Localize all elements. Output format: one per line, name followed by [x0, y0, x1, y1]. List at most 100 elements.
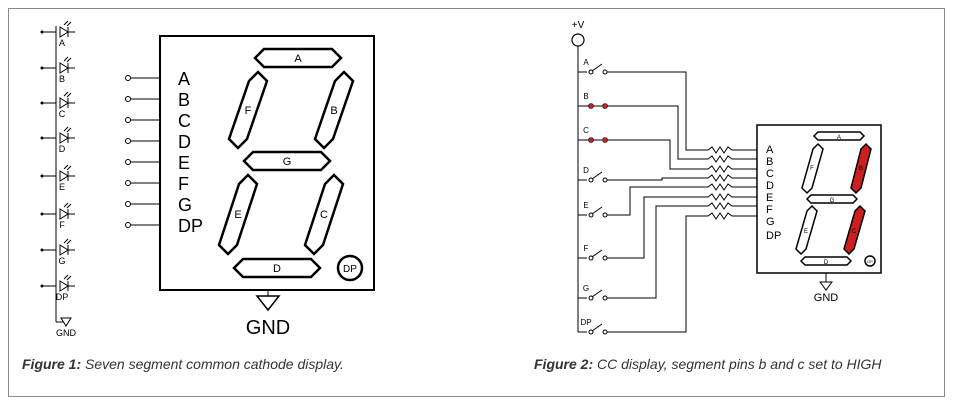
fig2-resistor-7 — [706, 212, 757, 220]
fig2-pin-label: A — [766, 144, 774, 156]
led-3: D — [40, 126, 75, 154]
fig2-switch-label: G — [583, 284, 589, 293]
fig2-dp-segment — [864, 255, 876, 267]
fig1-led-ladder: A B C D E F G DP GND — [40, 20, 77, 338]
fig2-switch-label: F — [584, 244, 589, 253]
led-label: E — [59, 182, 65, 192]
led-label: DP — [56, 292, 69, 302]
fig1-segment-a: A — [253, 47, 343, 69]
fig2-pin-label: DP — [766, 230, 781, 242]
fig1-pin-label: C — [178, 111, 191, 131]
fig2-resistor-6 — [706, 202, 757, 210]
fig2-pin-label: E — [766, 192, 773, 204]
fig1-segment-e: E — [217, 173, 259, 256]
fig1-segment-label: B — [330, 105, 337, 117]
fig2-resistor-2 — [706, 165, 757, 173]
fig2-wire-7 — [607, 215, 706, 333]
fig1-caption-label: Figure 1: — [22, 356, 82, 372]
fig2-wire-5 — [607, 196, 706, 259]
fig2-gnd-label: GND — [814, 292, 839, 304]
fig1-pin-label: B — [178, 90, 190, 110]
fig2-switch-3: D — [578, 166, 608, 183]
fig1-pin-0: A — [125, 69, 190, 89]
led-5: F — [40, 202, 75, 230]
fig2-supply-label: +V — [572, 20, 585, 31]
fig1-segment-b: B — [313, 70, 355, 150]
fig2-switch-0: A — [578, 58, 608, 75]
fig2-gnd-icon — [819, 273, 833, 291]
fig2-caption: Figure 2: CC display, segment pins b and… — [534, 356, 882, 372]
fig2-caption-text: CC display, segment pins b and c set to … — [593, 356, 882, 372]
fig2-pin-label: C — [766, 168, 774, 180]
fig2-wire-6 — [607, 205, 706, 299]
led-label: A — [59, 38, 65, 48]
fig2-switch-label: B — [583, 92, 588, 101]
fig2-segment-label: D — [824, 260, 829, 266]
fig1-pin-4: E — [125, 153, 190, 173]
fig2-switch-label: DP — [580, 318, 591, 327]
led-0: A — [40, 20, 75, 48]
fig2-switch-6: G — [578, 284, 608, 301]
fig1-segment-f: F — [227, 70, 269, 150]
fig2-segment-e: E — [795, 204, 818, 256]
fig2-switch-circuit: +V A B C D E F G DP — [571, 20, 757, 335]
fig1-segment-label: F — [245, 105, 252, 117]
fig2-segment-g: G — [805, 194, 859, 204]
led-6: G — [40, 238, 75, 266]
fig2-resistor-5 — [706, 193, 757, 201]
fig1-pin-2: C — [125, 111, 191, 131]
fig1-segment-label: C — [320, 209, 328, 221]
led-label: F — [59, 220, 65, 230]
fig1-caption-text: Seven segment common cathode display. — [81, 356, 344, 372]
fig2-pin-label: B — [766, 156, 773, 168]
fig2-caption-label: Figure 2: — [534, 356, 594, 372]
fig2-resistor-0 — [706, 146, 757, 154]
fig2-pin-label: G — [766, 216, 775, 228]
fig2-switch-2: C — [578, 126, 608, 143]
fig1-dp-segment — [336, 254, 364, 282]
fig2-switch-5: F — [578, 244, 608, 261]
fig2-supply-terminal — [571, 33, 585, 47]
led-label: B — [59, 74, 65, 84]
fig2-switch-1: B — [578, 92, 608, 109]
fig1-segment-g: G — [242, 150, 332, 172]
led-label: G — [58, 256, 65, 266]
fig2-segment-label: F — [810, 166, 814, 172]
fig1-pin-3: D — [125, 132, 191, 152]
fig2-segment-f: F — [801, 142, 824, 195]
fig1-dp-label: DP — [343, 264, 357, 275]
fig1-pin-label: F — [178, 174, 189, 194]
fig2-segment-label: G — [830, 198, 835, 204]
fig1-gnd-small-icon — [56, 317, 72, 327]
fig2-wire-2 — [607, 139, 706, 170]
fig1-pin-label: G — [178, 195, 192, 215]
led-7: DP — [40, 274, 75, 302]
fig2-segment-label: E — [804, 229, 808, 235]
fig1-segment-c: C — [303, 173, 345, 256]
fig2-wire-0 — [607, 71, 706, 151]
fig2-dp-label: DP — [867, 259, 873, 264]
fig1-segment-label: E — [234, 209, 241, 221]
fig2-segment-a: A — [812, 131, 866, 141]
fig1-gnd-icon — [255, 290, 281, 312]
fig2-switch-label: A — [583, 58, 589, 67]
fig2-resistor-4 — [706, 183, 757, 191]
fig2-switch-label: E — [583, 201, 588, 210]
led-1: B — [40, 56, 75, 84]
fig2-switch-4: E — [578, 201, 608, 218]
fig1-segment-label: D — [273, 263, 281, 275]
fig2-segment-d: D — [799, 256, 853, 266]
fig1-pin-1: B — [125, 90, 190, 110]
fig2-resistor-1 — [706, 155, 757, 163]
fig2-wire-3 — [607, 177, 706, 181]
fig2-wire-4 — [607, 186, 706, 216]
fig1-pin-label: A — [178, 69, 190, 89]
fig2-segment-label: A — [837, 135, 841, 141]
fig2-segment-b: B — [850, 142, 872, 195]
fig1-segment-label: G — [283, 156, 292, 168]
fig2-resistor-3 — [706, 174, 757, 182]
fig2-pin-label: F — [766, 204, 773, 216]
